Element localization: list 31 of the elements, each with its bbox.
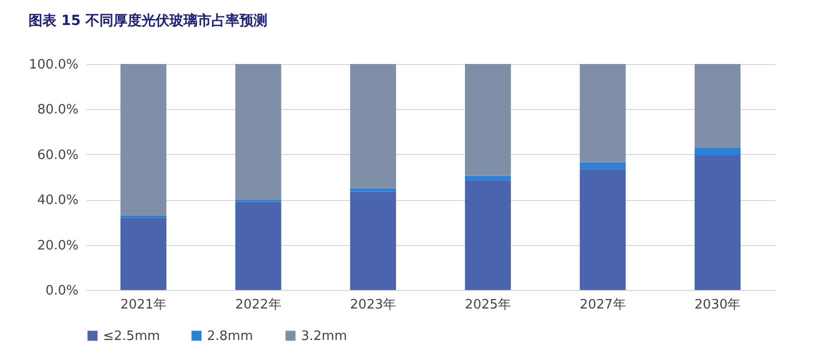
bar [694,156,741,290]
bar [235,64,282,200]
bar [350,192,396,290]
legend-label: 2.8mm [207,328,254,344]
x-tick-label: 2027年 [580,298,626,312]
bar [464,180,511,290]
bar [120,218,166,290]
x-tick-label: 2023年 [350,298,396,312]
bar [694,148,741,156]
x-tick-label: 2030年 [694,298,741,312]
y-tick-label: 0.0% [45,284,78,298]
x-tick-label: 2022年 [235,298,282,312]
bar [580,162,626,170]
bar [464,176,511,180]
y-tick-label: 20.0% [37,238,78,254]
legend-label: ≤2.5mm [103,328,160,344]
bar [120,64,166,216]
bar [580,169,626,290]
y-tick-label: 60.0% [37,148,78,163]
y-tick-label: 100.0% [28,58,78,72]
bar [580,64,626,162]
bar [694,64,741,148]
bar [350,64,396,188]
x-tick-label: 2021年 [120,298,166,312]
chart-title: 图表 15 不同厚度光伏玻璃市占率预测 [28,12,268,29]
bar [464,64,511,176]
y-tick-label: 80.0% [37,102,78,118]
bar [235,202,282,290]
legend-label: 3.2mm [301,328,348,344]
x-tick-label: 2025年 [464,298,511,312]
y-tick-label: 40.0% [37,193,78,208]
